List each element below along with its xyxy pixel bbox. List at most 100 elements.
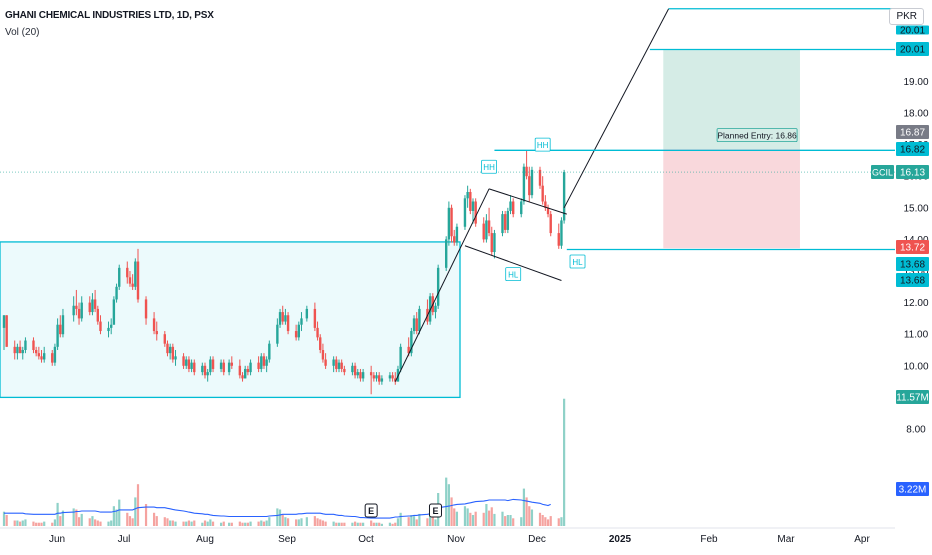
candle[interactable]: [321, 343, 325, 363]
candle[interactable]: [493, 229, 496, 259]
candle[interactable]: [562, 169, 566, 224]
candle[interactable]: [281, 305, 284, 325]
candle[interactable]: [410, 327, 413, 357]
candle[interactable]: [487, 207, 491, 237]
price-badge-stop[interactable]: 13.72: [896, 240, 929, 254]
candle[interactable]: [227, 359, 231, 376]
candle[interactable]: [343, 365, 346, 376]
candle[interactable]: [466, 185, 469, 208]
candle[interactable]: [2, 315, 6, 350]
candle[interactable]: [319, 334, 322, 354]
candle[interactable]: [18, 340, 22, 354]
candle[interactable]: [474, 198, 477, 227]
candle[interactable]: [463, 195, 467, 230]
candle[interactable]: [278, 308, 282, 328]
candle[interactable]: [131, 274, 134, 290]
candle[interactable]: [268, 340, 271, 363]
candle[interactable]: [353, 362, 357, 379]
candle[interactable]: [394, 372, 397, 385]
candle[interactable]: [560, 217, 563, 249]
candle[interactable]: [351, 362, 354, 376]
candle[interactable]: [294, 324, 298, 341]
candle[interactable]: [509, 195, 512, 215]
candle[interactable]: [174, 350, 177, 366]
candle[interactable]: [391, 372, 394, 382]
planned-entry-label[interactable]: Planned Entry: 16.86: [716, 128, 798, 143]
consolidation-range-box[interactable]: [0, 241, 461, 399]
price-badge-entry[interactable]: 13.68: [896, 257, 929, 271]
candle[interactable]: [332, 356, 335, 373]
candle[interactable]: [501, 210, 504, 237]
candle[interactable]: [265, 356, 268, 373]
candle[interactable]: [297, 321, 300, 341]
candle[interactable]: [399, 343, 402, 373]
candle[interactable]: [469, 188, 472, 215]
candle[interactable]: [115, 283, 118, 303]
candle[interactable]: [415, 312, 418, 335]
candle[interactable]: [219, 359, 223, 373]
candle[interactable]: [59, 315, 62, 338]
candle[interactable]: [193, 359, 196, 376]
price-badge-volume[interactable]: 11.57M: [896, 390, 929, 404]
price-badge-volume-ma[interactable]: 3.22M: [896, 482, 929, 496]
candle[interactable]: [257, 356, 260, 373]
pivot-label-hl[interactable]: HL: [569, 254, 586, 269]
candle[interactable]: [51, 350, 54, 366]
candle[interactable]: [445, 236, 448, 271]
candle[interactable]: [361, 368, 365, 382]
candle[interactable]: [136, 248, 140, 303]
candle[interactable]: [418, 305, 421, 335]
candle[interactable]: [369, 365, 373, 395]
candle[interactable]: [356, 368, 359, 379]
candle[interactable]: [75, 289, 78, 316]
candle[interactable]: [546, 204, 550, 218]
price-badge-entry[interactable]: 16.82: [896, 142, 929, 156]
candle[interactable]: [541, 176, 544, 205]
pivot-label-hh[interactable]: HH: [534, 137, 551, 152]
candle[interactable]: [190, 359, 193, 373]
candle[interactable]: [453, 229, 456, 246]
candle[interactable]: [512, 198, 515, 218]
candle[interactable]: [557, 223, 560, 249]
candle[interactable]: [324, 353, 327, 369]
candle[interactable]: [24, 337, 27, 354]
candle[interactable]: [378, 372, 381, 385]
candle[interactable]: [56, 318, 59, 350]
candle[interactable]: [340, 359, 343, 373]
candle[interactable]: [412, 315, 416, 335]
candle[interactable]: [471, 198, 475, 224]
candle[interactable]: [522, 163, 526, 205]
candle[interactable]: [96, 305, 99, 325]
candle[interactable]: [182, 353, 185, 369]
candle[interactable]: [337, 359, 341, 373]
price-badge-target-partial[interactable]: 20.01: [896, 25, 929, 37]
candle[interactable]: [185, 356, 188, 369]
candle[interactable]: [528, 166, 531, 202]
candle[interactable]: [163, 331, 166, 347]
candle[interactable]: [93, 289, 97, 313]
candle[interactable]: [506, 207, 510, 234]
candle[interactable]: [249, 359, 252, 376]
candle[interactable]: [37, 346, 41, 360]
candle[interactable]: [128, 271, 132, 287]
candle[interactable]: [262, 353, 266, 369]
candle[interactable]: [5, 315, 8, 347]
candle[interactable]: [380, 375, 384, 385]
candle[interactable]: [549, 210, 552, 237]
candle[interactable]: [166, 340, 169, 357]
candle[interactable]: [40, 350, 43, 363]
candle[interactable]: [34, 346, 38, 357]
candle[interactable]: [316, 321, 319, 341]
candle[interactable]: [134, 258, 137, 290]
candle[interactable]: [206, 368, 209, 382]
candle[interactable]: [144, 296, 148, 325]
candle[interactable]: [244, 365, 247, 379]
candle[interactable]: [276, 318, 279, 347]
candle[interactable]: [88, 296, 91, 316]
candle[interactable]: [99, 315, 102, 335]
candle[interactable]: [538, 166, 542, 189]
candle[interactable]: [32, 337, 35, 354]
candle[interactable]: [241, 372, 244, 382]
channel-lower-line[interactable]: [464, 245, 562, 281]
